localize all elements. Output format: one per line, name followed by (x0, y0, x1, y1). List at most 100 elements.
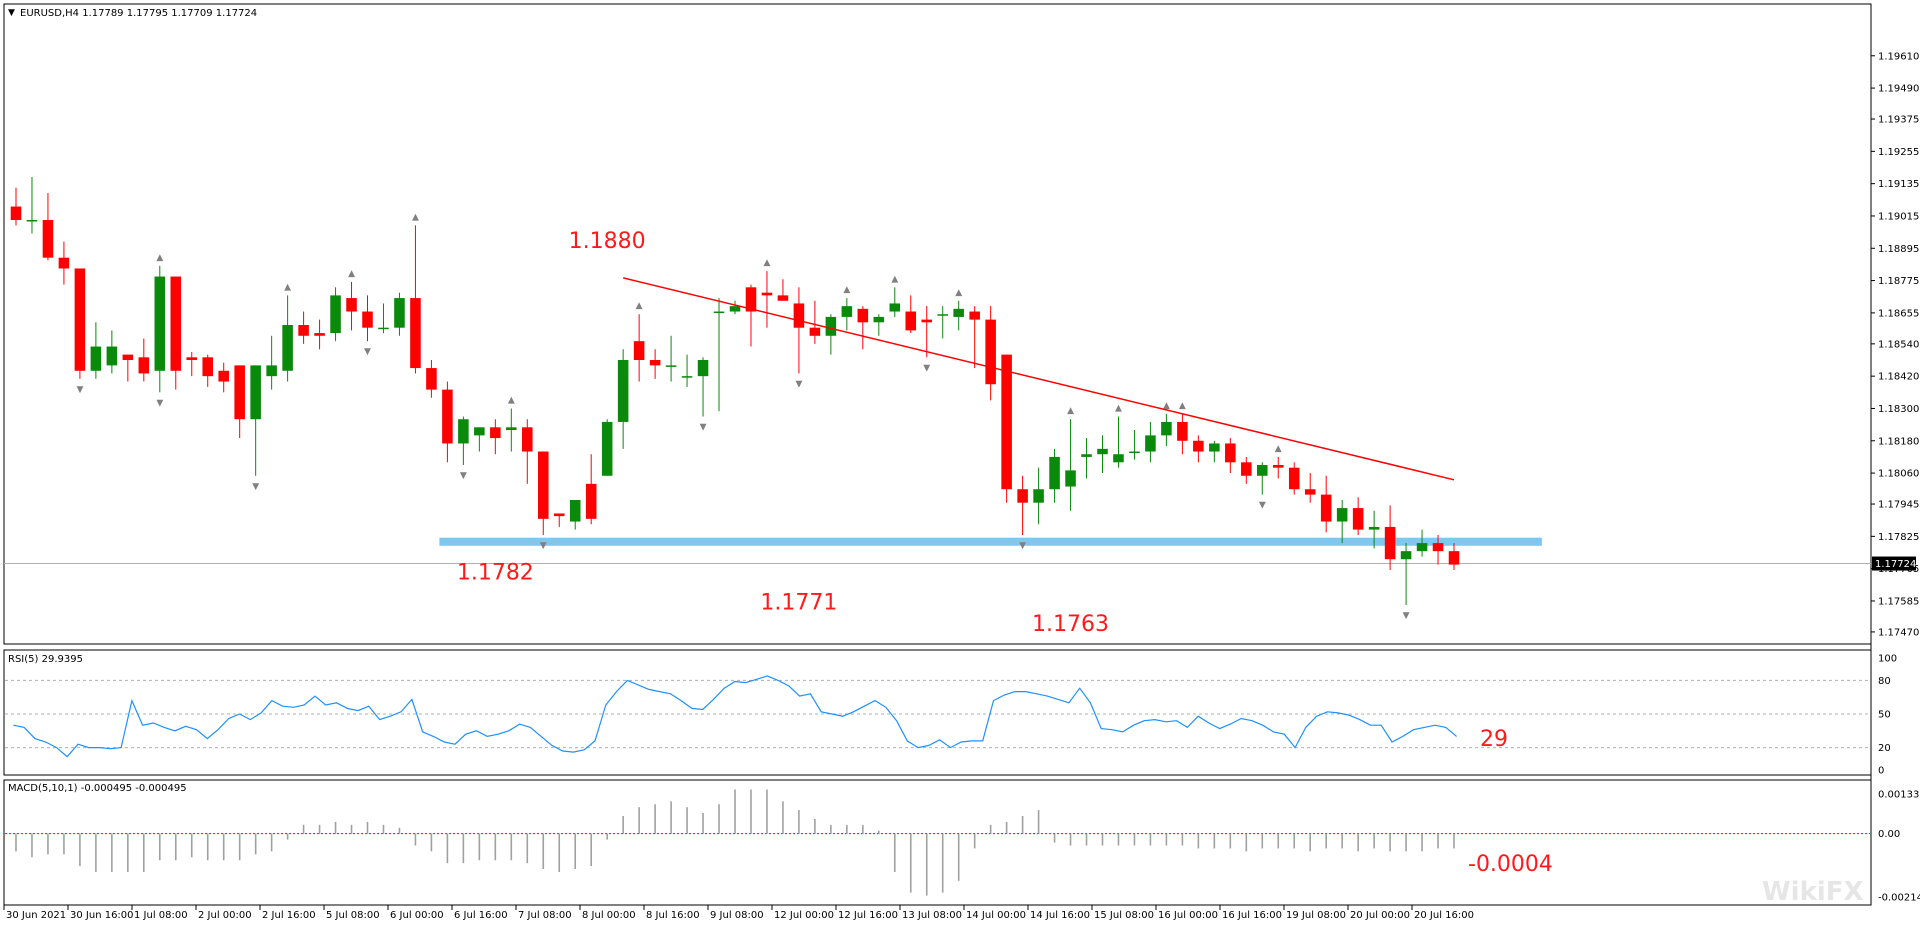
candle-body (825, 316, 837, 336)
candle-body (553, 513, 565, 517)
time-tick-label: 14 Jul 00:00 (966, 910, 1026, 921)
candle-body (1161, 421, 1172, 436)
candle-body (490, 427, 501, 439)
time-tick-label: 5 Jul 08:00 (326, 910, 380, 921)
candle-body (985, 319, 996, 385)
fractal-down-icon: ▼ (923, 363, 930, 373)
fractal-up-icon: ▲ (284, 282, 291, 292)
time-tick-label: 14 Jul 16:00 (1030, 910, 1090, 921)
candle-body (426, 368, 437, 390)
candle-body (378, 327, 389, 330)
candle-body (665, 365, 677, 367)
candle-body (905, 311, 917, 331)
candle-body (745, 287, 757, 312)
time-tick-label: 12 Jul 00:00 (774, 910, 834, 921)
candle-body (1097, 448, 1108, 455)
candle-body (250, 365, 261, 420)
fractal-up-icon: ▲ (508, 395, 515, 405)
candle-body (1193, 440, 1204, 452)
time-tick-label: 20 Jul 00:00 (1350, 910, 1410, 921)
candle-body (298, 325, 309, 336)
time-tick-label: 13 Jul 08:00 (902, 910, 962, 921)
candle-body (777, 295, 789, 301)
fractal-down-icon: ▼ (252, 482, 259, 492)
candle-body (1081, 454, 1092, 457)
candle-body (1336, 508, 1348, 522)
candle-body (633, 341, 645, 360)
candle-body (697, 360, 709, 377)
candle-body (793, 303, 805, 328)
fractal-down-icon: ▼ (1403, 611, 1410, 621)
price-tick-label: 1.18775 (1878, 276, 1919, 287)
candle-body (330, 295, 341, 334)
price-annotation: 1.1763 (1032, 612, 1109, 637)
candle-body (681, 376, 693, 378)
time-tick-label: 19 Jul 08:00 (1286, 910, 1346, 921)
fractal-down-icon: ▼ (364, 347, 371, 357)
candle-body (90, 346, 102, 371)
time-tick-label: 6 Jul 16:00 (454, 910, 508, 921)
candle-body (122, 354, 134, 360)
price-tick-label: 1.18540 (1878, 339, 1919, 350)
candle-body (1145, 435, 1156, 452)
candle-body (1416, 543, 1428, 552)
candle-body (202, 357, 213, 377)
candle-body (1225, 443, 1236, 463)
candle-body (1400, 551, 1412, 560)
collapse-arrow-icon[interactable]: ▼ (8, 8, 15, 18)
time-tick-label: 1 Jul 08:00 (134, 910, 188, 921)
candle-body (1257, 465, 1268, 476)
candle-body (506, 427, 517, 430)
rsi-tick-label: 20 (1878, 743, 1891, 754)
candle-body (26, 220, 38, 222)
candle-body (266, 365, 277, 377)
candle-body (873, 316, 885, 323)
candle-body (1304, 489, 1316, 495)
current-price-badge (1872, 556, 1916, 571)
candle-body (761, 292, 773, 296)
candle-body (1017, 489, 1028, 503)
candle-body (218, 370, 229, 382)
price-tick-label: 1.18060 (1878, 469, 1919, 480)
time-tick-label: 15 Jul 08:00 (1094, 910, 1154, 921)
rsi-panel (3, 649, 1872, 776)
macd-tick-label: 0.001338 (1878, 790, 1920, 801)
fractal-up-icon: ▲ (348, 269, 355, 279)
candle-body (1352, 508, 1364, 530)
price-tick-label: 1.19610 (1878, 51, 1919, 62)
fractal-up-icon: ▲ (891, 274, 898, 284)
time-tick-label: 8 Jul 16:00 (646, 910, 700, 921)
macd-tick-label: 0.00 (1878, 829, 1900, 840)
candle-body (1129, 451, 1140, 454)
price-tick-label: 1.19015 (1878, 211, 1919, 222)
candle-body (10, 206, 22, 220)
rsi-line (13, 675, 1457, 758)
fractal-up-icon: ▲ (1115, 404, 1122, 414)
time-tick-label: 20 Jul 16:00 (1414, 910, 1474, 921)
candle-body (953, 308, 964, 317)
fractal-up-icon: ▲ (843, 285, 850, 295)
fractal-up-icon: ▲ (412, 212, 419, 222)
candle-body (346, 298, 357, 312)
macd-annotation: -0.0004 (1468, 852, 1553, 877)
candle-body (937, 314, 948, 316)
time-tick-label: 7 Jul 08:00 (518, 910, 572, 921)
macd-title: MACD(5,10,1) -0.000495 -0.000495 (8, 783, 187, 794)
macd-tick-label: -0.002146 (1878, 892, 1920, 903)
candle-body (106, 346, 118, 366)
watermark: WikiFX (1762, 877, 1864, 907)
candle-body (458, 419, 469, 444)
symbol-readout: EURUSD,H4 1.17789 1.17795 1.17709 1.1772… (20, 8, 257, 19)
candle-body (713, 311, 725, 314)
candle-body (1113, 454, 1124, 463)
rsi-tick-label: 0 (1878, 766, 1884, 777)
candle-body (1448, 551, 1460, 565)
price-tick-label: 1.19375 (1878, 115, 1919, 126)
candle-body (1272, 465, 1284, 468)
rsi-tick-label: 50 (1878, 710, 1891, 721)
fractal-up-icon: ▲ (763, 258, 770, 268)
price-tick-label: 1.18655 (1878, 308, 1919, 319)
candle-body (1049, 456, 1060, 490)
